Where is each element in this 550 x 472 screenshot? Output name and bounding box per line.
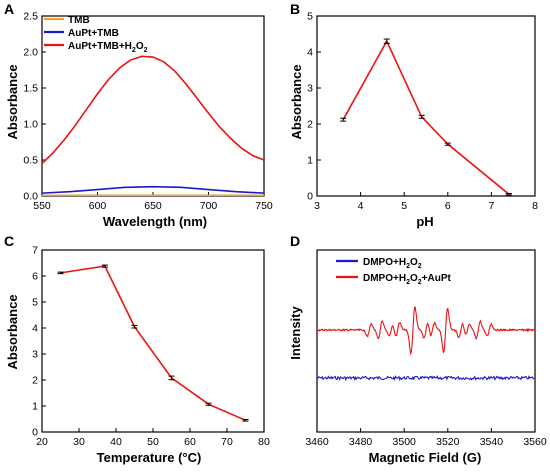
panel-a-xlabel: Wavelength (nm)	[103, 214, 207, 229]
panel-c-ytick-label: 1	[32, 401, 38, 413]
panel-c-xtick-label: 60	[184, 436, 196, 448]
panel-a-series-line-2	[41, 55, 265, 165]
panel-a-ytick-label: 2.0	[23, 47, 38, 59]
panel-b-ytick-label: 3	[307, 83, 313, 95]
panel-c-xtick-label: 20	[36, 436, 48, 448]
panel-c-ytick-label: 3	[32, 349, 38, 361]
panel-c-ytick-label: 5	[32, 297, 38, 309]
panel-c-ytick-label: 6	[32, 271, 38, 283]
panel-c-ytick-label: 7	[32, 245, 38, 257]
panel-c-xlabel: Temperature (°C)	[97, 450, 202, 465]
panel-a-ytick-label: 1.0	[23, 119, 38, 131]
panel-d-plot-frame	[316, 249, 536, 433]
panel-d-letter: D	[290, 233, 300, 249]
panel-a-legend: TMB AuPt+TMB AuPt+TMB+H2O2	[44, 15, 148, 54]
panel-a-ylabel: Absorbance	[5, 64, 20, 139]
panel-b-ylabel: Absorbance	[289, 64, 304, 139]
panel-b-xtick-label: 4	[358, 200, 364, 212]
panel-b-xtick-label: 6	[445, 200, 451, 212]
panel-c-xtick-label: 30	[73, 436, 85, 448]
panel-b-ytick-label: 5	[307, 11, 313, 23]
panel-b-series-line-0	[342, 39, 510, 195]
panel-a-xtick-label: 700	[200, 200, 218, 212]
panel-d-series-line-0	[316, 375, 535, 382]
panel-c-series-line-0	[60, 265, 246, 422]
panel-b-xlabel: pH	[416, 214, 433, 229]
panel-d-xtick-label: 3520	[436, 436, 460, 448]
panel-c-xtick-label: 80	[258, 436, 270, 448]
panel-d-xtick-label: 3500	[393, 436, 417, 448]
panel-c-letter: C	[4, 233, 14, 249]
legend-label-dmpo-h2o2: DMPO+H2O2	[363, 257, 422, 270]
panel-b-ytick-label: 2	[307, 119, 313, 131]
panel-c-plot-frame	[41, 249, 265, 433]
panel-b-xtick-label: 3	[314, 200, 320, 212]
panel-a-letter: A	[4, 1, 14, 17]
panel-a-xtick-label: 750	[255, 200, 273, 212]
panel-d-series-line-1	[316, 305, 536, 356]
panel-b-ytick-label: 4	[307, 47, 313, 59]
panel-a-ytick-label: 0.5	[23, 155, 38, 167]
panel-d-legend: DMPO+H2O2 DMPO+H2O2+AuPt	[336, 257, 451, 286]
legend-label-tmb: TMB	[68, 15, 90, 26]
panel-b-plot-frame	[316, 15, 536, 197]
panel-a-ytick-label: 1.5	[23, 83, 38, 95]
panel-a-series-line-1	[41, 185, 265, 194]
panel-a-ytick-label: 2.5	[23, 11, 38, 23]
panel-c-xtick-label: 40	[110, 436, 122, 448]
panel-b-xtick-label: 5	[401, 200, 407, 212]
panel-b-xtick-label: 8	[532, 200, 538, 212]
panel-d-xlabel: Magnetic Field (G)	[369, 450, 482, 465]
panel-c-ytick-label: 4	[32, 323, 38, 335]
panel-b-xtick-label: 7	[488, 200, 494, 212]
panel-b-letter: B	[290, 1, 300, 17]
panel-a-xtick-label: 550	[33, 200, 51, 212]
panel-a-xtick-label: 650	[144, 200, 162, 212]
panel-d-xtick-label: 3540	[480, 436, 504, 448]
panel-b-ytick-label: 1	[307, 155, 313, 167]
legend-label-dmpo-h2o2-aupt: DMPO+H2O2+AuPt	[363, 273, 451, 286]
panel-d-xtick-label: 3560	[523, 436, 547, 448]
panel-c-ytick-label: 2	[32, 375, 38, 387]
panel-b-ytick-label: 0	[307, 191, 313, 203]
panel-d-ylabel: Intensity	[288, 306, 303, 360]
legend-label-aupt-tmb-h2o2: AuPt+TMB+H2O2	[68, 41, 148, 54]
panel-c-ylabel: Absorbance	[5, 294, 20, 369]
panel-c-xtick-label: 50	[147, 436, 159, 448]
panel-d-xtick-label: 3480	[349, 436, 373, 448]
panel-a-xtick-label: 600	[89, 200, 107, 212]
panel-a-ytick-label: 0.0	[23, 191, 38, 203]
legend-label-aupt-tmb: AuPt+TMB	[68, 28, 119, 39]
panel-d-xtick-label: 3460	[305, 436, 329, 448]
panel-c-ytick-label: 0	[32, 427, 38, 439]
panel-c-xtick-label: 70	[221, 436, 233, 448]
